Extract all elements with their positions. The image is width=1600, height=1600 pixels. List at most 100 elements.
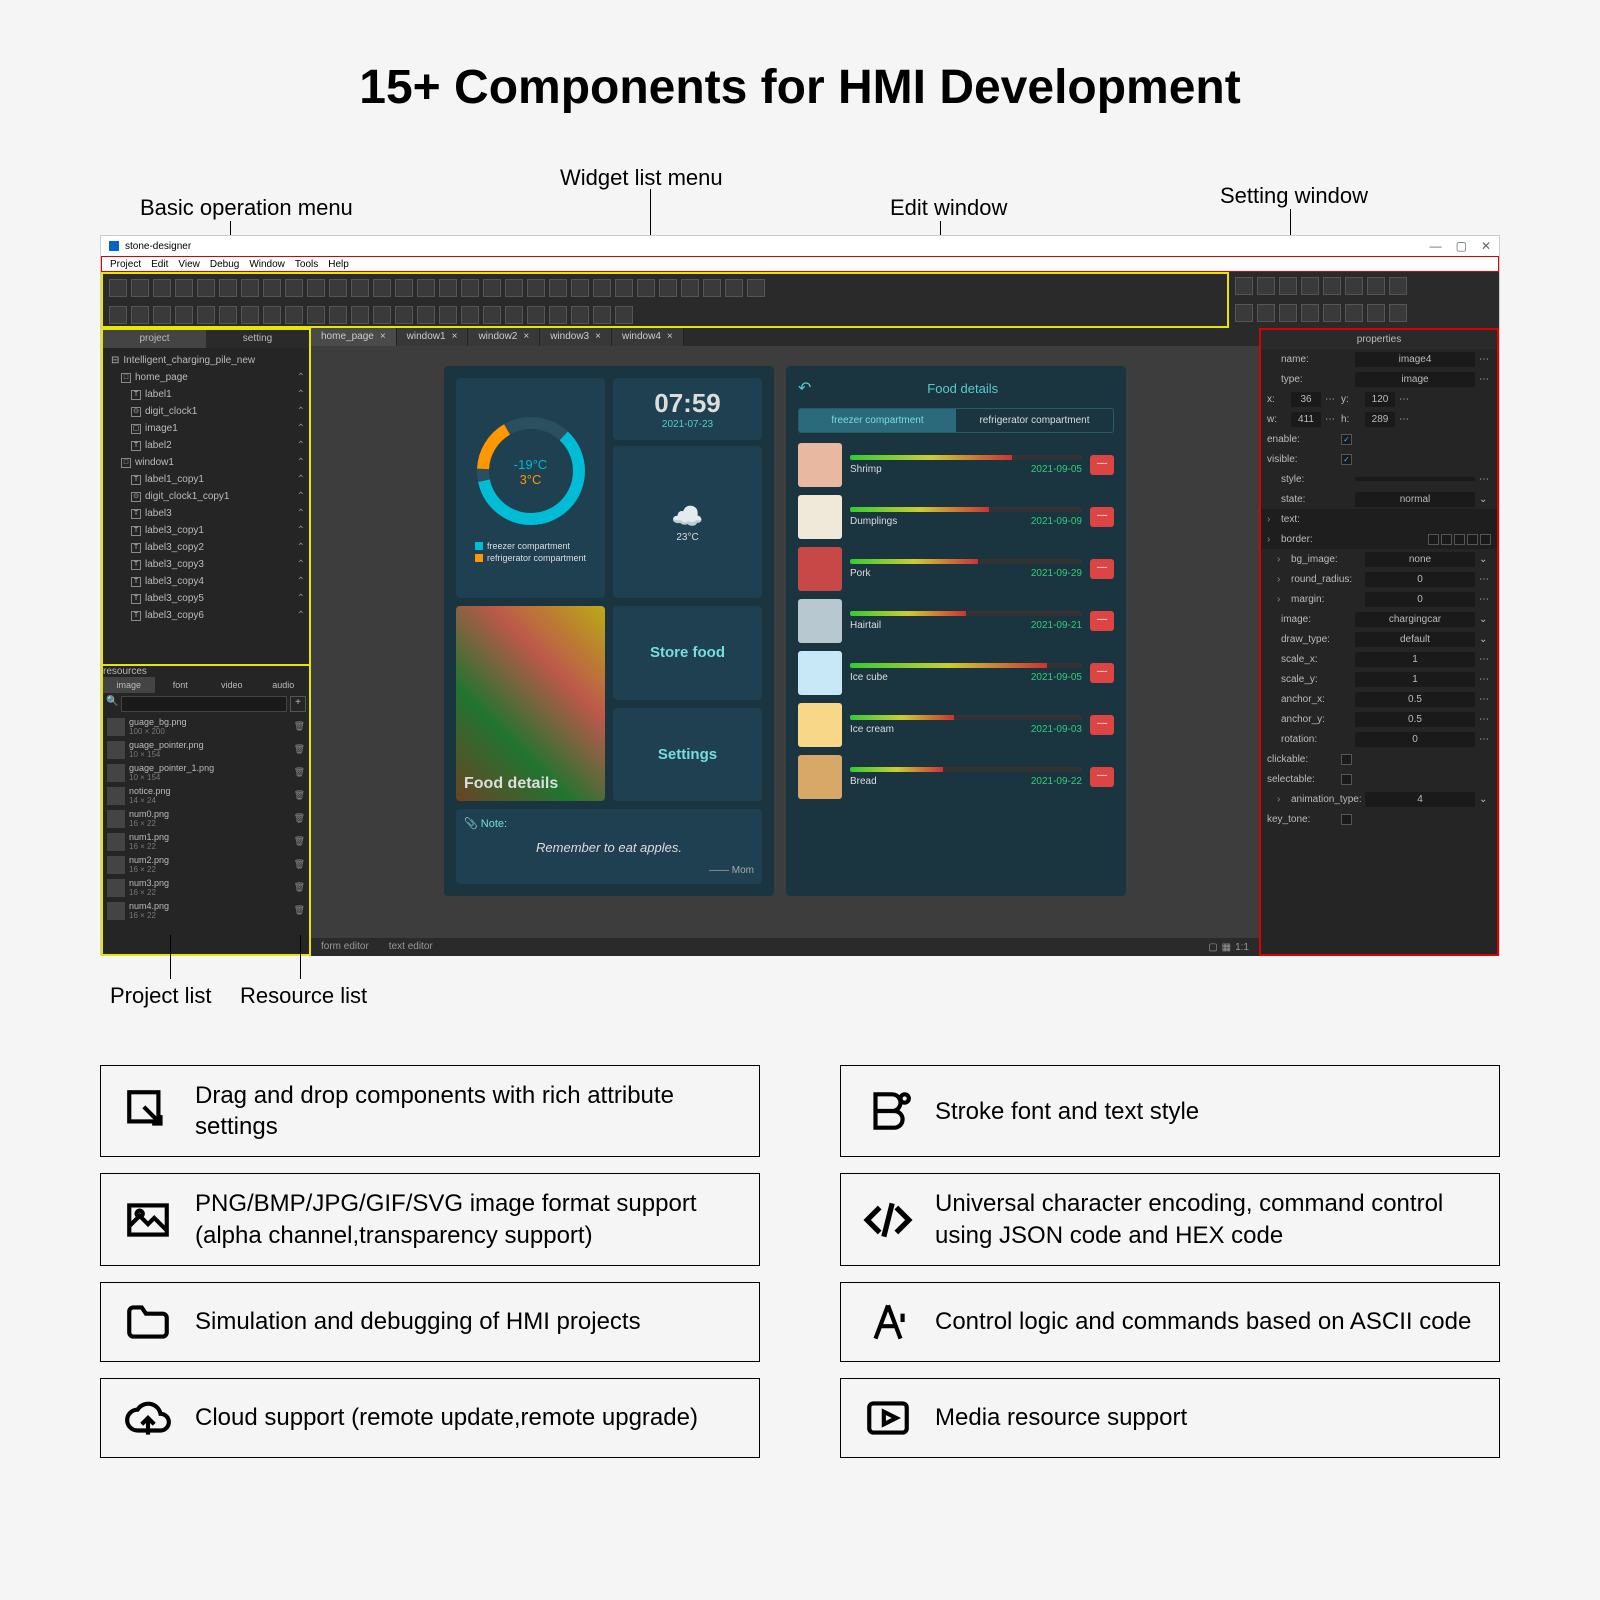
tool-icon[interactable] (483, 306, 501, 324)
tool-icon[interactable] (263, 306, 281, 324)
tool-icon[interactable] (307, 279, 325, 297)
file-tab[interactable]: window3× (540, 328, 612, 346)
add-resource-button[interactable]: + (290, 696, 306, 712)
align-icon[interactable] (1257, 277, 1275, 295)
tree-item[interactable]: Tlabel1_copy1⌃ (107, 471, 305, 488)
tool-icon[interactable] (439, 279, 457, 297)
view-icon[interactable] (1235, 304, 1253, 322)
delete-food-button[interactable]: — (1090, 559, 1114, 579)
text-editor-tab[interactable]: text editor (379, 938, 443, 956)
file-tab[interactable]: window2× (468, 328, 540, 346)
menu-help[interactable]: Help (328, 259, 349, 270)
tree-item[interactable]: ⊙digit_clock1_copy1⌃ (107, 488, 305, 505)
tool-icon[interactable] (109, 279, 127, 297)
resource-item[interactable]: guage_pointer_1.png10 × 154🗑 (103, 761, 309, 784)
tool-icon[interactable] (219, 279, 237, 297)
resource-item[interactable]: num1.png16 × 22🗑 (103, 830, 309, 853)
resource-item[interactable]: notice.png14 × 24🗑 (103, 784, 309, 807)
checkbox[interactable] (1341, 774, 1352, 785)
tree-item[interactable]: □home_page⌃ (107, 369, 305, 386)
delete-food-button[interactable]: — (1090, 767, 1114, 787)
tool-icon[interactable] (593, 306, 611, 324)
tree-item[interactable]: Tlabel3⌃ (107, 505, 305, 522)
tool-icon[interactable] (395, 279, 413, 297)
tool-icon[interactable] (329, 279, 347, 297)
view-icon[interactable] (1323, 304, 1341, 322)
resource-item[interactable]: guage_pointer.png10 × 154🗑 (103, 738, 309, 761)
tool-icon[interactable] (417, 306, 435, 324)
res-tab-image[interactable]: image (103, 677, 155, 693)
delete-food-button[interactable]: — (1090, 611, 1114, 631)
tree-item[interactable]: Tlabel2⌃ (107, 437, 305, 454)
tool-icon[interactable] (351, 279, 369, 297)
res-tab-font[interactable]: font (155, 677, 207, 693)
align-icon[interactable] (1235, 277, 1253, 295)
menu-project[interactable]: Project (110, 259, 141, 270)
delete-food-button[interactable]: — (1090, 715, 1114, 735)
close-tab-icon[interactable]: × (595, 331, 601, 343)
tool-icon[interactable] (131, 279, 149, 297)
resource-item[interactable]: num4.png16 × 22🗑 (103, 899, 309, 922)
align-icon[interactable] (1301, 277, 1319, 295)
tool-icon[interactable] (461, 279, 479, 297)
tool-icon[interactable] (703, 279, 721, 297)
delete-icon[interactable]: 🗑 (294, 859, 305, 870)
delete-icon[interactable]: 🗑 (294, 813, 305, 824)
tool-icon[interactable] (549, 279, 567, 297)
tool-icon[interactable] (373, 279, 391, 297)
close-icon[interactable]: ✕ (1481, 239, 1491, 253)
checkbox[interactable] (1341, 814, 1352, 825)
align-icon[interactable] (1279, 277, 1297, 295)
tool-icon[interactable] (747, 279, 765, 297)
delete-icon[interactable]: 🗑 (294, 905, 305, 916)
menu-window[interactable]: Window (249, 259, 285, 270)
tool-icon[interactable] (241, 279, 259, 297)
delete-icon[interactable]: 🗑 (294, 882, 305, 893)
tool-icon[interactable] (417, 279, 435, 297)
view-icon[interactable] (1367, 304, 1385, 322)
tree-item[interactable]: ▢image1⌃ (107, 420, 305, 437)
view-icon[interactable] (1389, 304, 1407, 322)
form-editor-tab[interactable]: form editor (311, 938, 379, 956)
align-icon[interactable] (1345, 277, 1363, 295)
tool-icon[interactable] (373, 306, 391, 324)
tool-icon[interactable] (153, 306, 171, 324)
res-tab-audio[interactable]: audio (258, 677, 310, 693)
tool-icon[interactable] (505, 279, 523, 297)
maximize-icon[interactable]: ▢ (1456, 239, 1467, 253)
tool-icon[interactable] (615, 279, 633, 297)
checkbox[interactable] (1341, 454, 1352, 465)
tool-icon[interactable] (131, 306, 149, 324)
checkbox[interactable] (1341, 754, 1352, 765)
close-tab-icon[interactable]: × (380, 331, 386, 343)
tree-item[interactable]: Tlabel1⌃ (107, 386, 305, 403)
tool-icon[interactable] (659, 279, 677, 297)
tool-icon[interactable] (439, 306, 457, 324)
tool-icon[interactable] (593, 279, 611, 297)
tool-icon[interactable] (461, 306, 479, 324)
resource-item[interactable]: guage_bg.png100 × 200🗑 (103, 715, 309, 738)
tool-icon[interactable] (527, 306, 545, 324)
view-icon[interactable] (1279, 304, 1297, 322)
tool-icon[interactable] (197, 306, 215, 324)
tool-icon[interactable] (395, 306, 413, 324)
settings-button[interactable]: Settings (613, 708, 762, 802)
tool-icon[interactable] (263, 279, 281, 297)
menu-tools[interactable]: Tools (295, 259, 318, 270)
tool-icon[interactable] (307, 306, 325, 324)
close-tab-icon[interactable]: × (523, 331, 529, 343)
tool-icon[interactable] (527, 279, 545, 297)
tool-icon[interactable] (549, 306, 567, 324)
back-icon[interactable]: ↶ (798, 378, 811, 398)
res-tab-video[interactable]: video (206, 677, 258, 693)
tool-icon[interactable] (505, 306, 523, 324)
tool-icon[interactable] (681, 279, 699, 297)
project-tab[interactable]: project (103, 330, 206, 348)
align-icon[interactable] (1389, 277, 1407, 295)
delete-food-button[interactable]: — (1090, 663, 1114, 683)
delete-food-button[interactable]: — (1090, 455, 1114, 475)
tool-icon[interactable] (571, 306, 589, 324)
tool-icon[interactable] (175, 306, 193, 324)
store-food-button[interactable]: Store food (613, 606, 762, 700)
view-icon[interactable] (1301, 304, 1319, 322)
